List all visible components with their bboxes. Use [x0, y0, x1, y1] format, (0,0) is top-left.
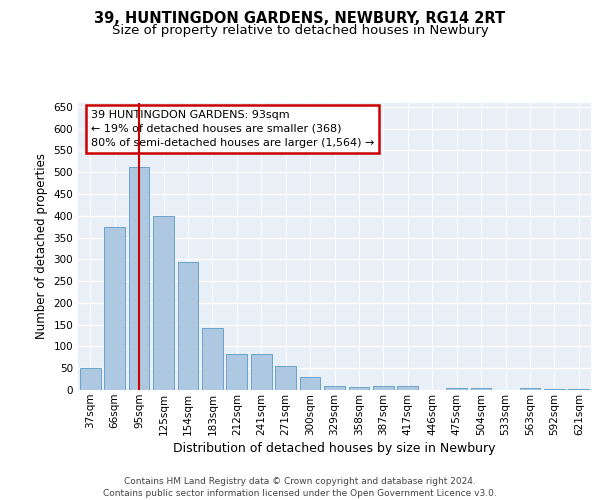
Bar	[153, 216, 174, 390]
Bar	[226, 354, 247, 390]
X-axis label: Distribution of detached houses by size in Newbury: Distribution of detached houses by size …	[173, 442, 496, 455]
Text: 39, HUNTINGDON GARDENS, NEWBURY, RG14 2RT: 39, HUNTINGDON GARDENS, NEWBURY, RG14 2R…	[94, 11, 506, 26]
Bar	[349, 386, 370, 390]
Text: 39 HUNTINGDON GARDENS: 93sqm
← 19% of detached houses are smaller (368)
80% of s: 39 HUNTINGDON GARDENS: 93sqm ← 19% of de…	[91, 110, 374, 148]
Bar	[80, 368, 101, 390]
Y-axis label: Number of detached properties: Number of detached properties	[35, 153, 48, 340]
Bar	[324, 386, 345, 390]
Bar	[470, 388, 491, 390]
Bar	[104, 226, 125, 390]
Bar	[520, 388, 541, 390]
Bar	[178, 262, 199, 390]
Bar	[397, 386, 418, 390]
Bar	[568, 389, 589, 390]
Bar	[544, 389, 565, 390]
Bar	[128, 167, 149, 390]
Bar	[275, 366, 296, 390]
Bar	[202, 328, 223, 390]
Bar	[251, 354, 272, 390]
Bar	[299, 377, 320, 390]
Text: Size of property relative to detached houses in Newbury: Size of property relative to detached ho…	[112, 24, 488, 37]
Text: Contains HM Land Registry data © Crown copyright and database right 2024.
Contai: Contains HM Land Registry data © Crown c…	[103, 476, 497, 498]
Bar	[373, 386, 394, 390]
Bar	[446, 388, 467, 390]
